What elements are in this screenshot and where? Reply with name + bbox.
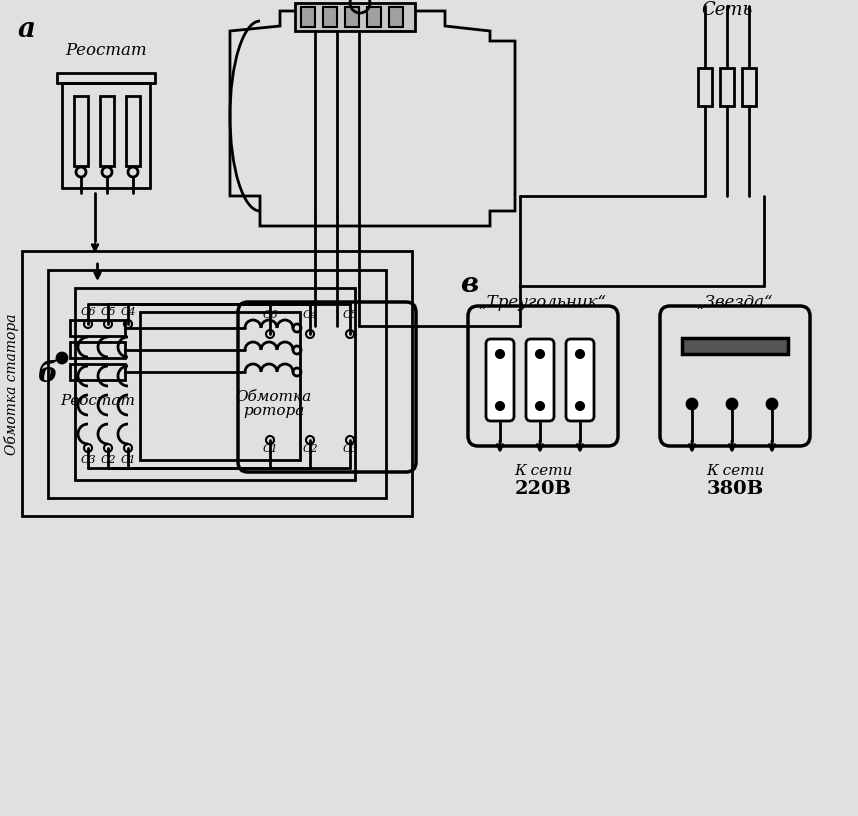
Bar bbox=[698, 68, 712, 106]
Circle shape bbox=[496, 350, 504, 358]
FancyBboxPatch shape bbox=[486, 339, 514, 421]
Bar bbox=[682, 338, 788, 354]
Text: С3: С3 bbox=[342, 444, 358, 454]
Text: ротора: ротора bbox=[244, 404, 305, 418]
Text: Реостат: Реостат bbox=[60, 394, 135, 408]
Text: С1: С1 bbox=[263, 444, 278, 454]
Text: Сеть: Сеть bbox=[701, 1, 752, 19]
Circle shape bbox=[496, 402, 504, 410]
Circle shape bbox=[767, 399, 777, 409]
Bar bbox=[301, 7, 315, 27]
Circle shape bbox=[727, 399, 737, 409]
Circle shape bbox=[536, 402, 544, 410]
Bar bbox=[323, 7, 337, 27]
Text: С6: С6 bbox=[263, 310, 278, 320]
Text: „Треугольник“: „Треугольник“ bbox=[479, 294, 607, 311]
Bar bbox=[126, 96, 140, 166]
Text: С2: С2 bbox=[100, 455, 116, 465]
Text: С5: С5 bbox=[342, 310, 358, 320]
Text: С6: С6 bbox=[80, 307, 96, 317]
Text: Обмотка: Обмотка bbox=[236, 390, 312, 404]
Text: К сети: К сети bbox=[706, 464, 764, 478]
Text: Обмотка статора: Обмотка статора bbox=[4, 313, 20, 455]
Text: 220В: 220В bbox=[515, 480, 571, 498]
Bar bbox=[75, 288, 355, 480]
Text: С2: С2 bbox=[302, 444, 317, 454]
Text: а: а bbox=[18, 16, 36, 43]
Text: С4: С4 bbox=[120, 307, 136, 317]
Bar bbox=[70, 342, 125, 358]
Bar bbox=[389, 7, 403, 27]
Bar bbox=[720, 68, 734, 106]
FancyBboxPatch shape bbox=[526, 339, 554, 421]
Bar bbox=[74, 96, 88, 166]
Bar bbox=[742, 68, 756, 106]
Bar bbox=[100, 96, 114, 166]
Bar bbox=[140, 312, 300, 460]
Circle shape bbox=[576, 350, 584, 358]
Text: С4: С4 bbox=[302, 310, 317, 320]
Text: б: б bbox=[38, 361, 58, 388]
Circle shape bbox=[57, 353, 67, 363]
Text: „Звезда“: „Звезда“ bbox=[697, 294, 773, 311]
Circle shape bbox=[687, 399, 697, 409]
Bar bbox=[70, 364, 125, 380]
Circle shape bbox=[536, 350, 544, 358]
Bar bbox=[345, 7, 359, 27]
Text: С1: С1 bbox=[120, 455, 136, 465]
Bar bbox=[48, 270, 386, 498]
Text: Реостат: Реостат bbox=[65, 42, 147, 59]
Text: К сети: К сети bbox=[514, 464, 572, 478]
Text: в: в bbox=[460, 271, 478, 298]
Bar bbox=[22, 251, 412, 516]
Bar bbox=[295, 3, 415, 31]
Text: 380В: 380В bbox=[706, 480, 764, 498]
Text: С5: С5 bbox=[100, 307, 116, 317]
FancyBboxPatch shape bbox=[566, 339, 594, 421]
Text: С3: С3 bbox=[80, 455, 96, 465]
Bar bbox=[70, 320, 125, 336]
Circle shape bbox=[576, 402, 584, 410]
Bar bbox=[367, 7, 381, 27]
